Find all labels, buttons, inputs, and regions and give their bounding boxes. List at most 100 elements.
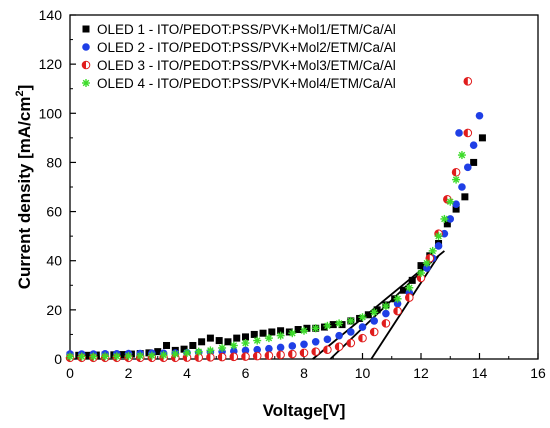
series-oled-4	[66, 151, 466, 361]
legend-marker-oled-3-fill	[82, 61, 86, 69]
y-tick-label: 20	[46, 302, 62, 318]
legend-markers	[81, 25, 91, 87]
data-point-oled-3-fill	[206, 353, 211, 362]
legend-marker-oled-3	[81, 60, 91, 70]
data-point-oled-2	[288, 342, 297, 350]
data-point-oled-4	[124, 352, 133, 361]
data-point-oled-3-fill	[417, 274, 421, 282]
data-point-oled-4	[446, 197, 455, 206]
x-tick-label: 16	[530, 365, 546, 381]
data-point-oled-4-stroke	[370, 309, 378, 316]
axis-ticks: 0 2 4 6 8 10 12 14 16 0 20 40 60 80 100 120 140	[39, 7, 546, 381]
data-point-oled-3	[334, 342, 344, 352]
data-point-oled-3	[229, 352, 239, 362]
data-point-oled-4	[417, 269, 425, 277]
legend-label-oled-3: OLED 3 - ITO/PEDOT:PSS/PVK+Mol3/ETM/Ca/A…	[97, 58, 396, 73]
y-axis-title-main: Current density [mA/cm	[15, 97, 34, 290]
data-point-oled-4-stroke	[277, 332, 284, 339]
x-tick-label: 14	[472, 365, 488, 381]
data-point-oled-3-fill	[300, 349, 304, 357]
data-point-oled-4-stroke	[136, 352, 144, 360]
data-point-oled-2	[382, 309, 390, 318]
data-point-oled-3	[393, 306, 402, 316]
data-point-oled-3-fill	[358, 334, 363, 342]
x-tick-label: 12	[413, 365, 429, 381]
y-tick-label: 140	[39, 7, 63, 23]
data-point-oled-3	[264, 351, 274, 360]
data-point-oled-4-stroke	[113, 353, 121, 360]
data-point-oled-1	[338, 321, 346, 329]
data-point-oled-3-fill	[311, 347, 316, 356]
data-point-oled-4	[323, 321, 332, 330]
data-point-oled-4-stroke	[207, 347, 214, 354]
legend: OLED 1 - ITO/PEDOT:PSS/PVK+Mol1/ETM/Ca/A…	[81, 22, 396, 91]
data-point-oled-4	[136, 351, 145, 360]
data-point-oled-4-stroke	[265, 334, 273, 342]
data-point-oled-3	[463, 128, 473, 138]
data-point-oled-3-fill	[183, 353, 187, 362]
data-point-oled-3	[241, 352, 250, 361]
data-point-oled-3-fill	[335, 342, 340, 351]
data-point-oled-4-stroke	[66, 353, 74, 360]
data-point-oled-2	[434, 242, 443, 250]
data-point-oled-3	[323, 345, 332, 354]
data-point-oled-4-stroke	[101, 353, 109, 360]
data-point-oled-3-fill	[288, 350, 293, 358]
x-tick-label: 8	[300, 365, 308, 381]
data-point-oled-2	[276, 343, 285, 352]
data-point-oled-4-stroke	[183, 349, 191, 357]
data-point-oled-4	[457, 151, 466, 160]
data-point-oled-3	[299, 348, 309, 358]
data-point-oled-1	[470, 158, 478, 166]
data-point-oled-3	[369, 327, 379, 337]
data-point-oled-2	[335, 331, 343, 340]
y-tick-label: 100	[39, 105, 63, 121]
data-point-oled-3	[425, 253, 435, 263]
data-point-oled-1	[215, 337, 223, 345]
data-point-oled-4	[171, 350, 180, 359]
data-point-oled-1	[277, 327, 285, 335]
legend-label-oled-2: OLED 2 - ITO/PEDOT:PSS/PVK+Mol2/ETM/Ca/A…	[97, 40, 396, 55]
data-point-oled-3-fill	[230, 352, 234, 361]
data-point-oled-4	[159, 351, 168, 360]
data-point-oled-1	[285, 328, 293, 336]
data-point-oled-4	[89, 352, 98, 361]
data-point-oled-3	[206, 352, 215, 362]
data-point-oled-4-stroke	[242, 339, 249, 347]
data-point-oled-2	[323, 335, 332, 344]
data-point-oled-4	[264, 334, 273, 343]
data-point-oled-2	[475, 111, 484, 120]
data-point-oled-4	[112, 352, 121, 361]
data-point-oled-4	[311, 324, 320, 333]
series-oled-1	[66, 134, 486, 359]
data-point-oled-3-fill	[276, 351, 281, 359]
data-point-oled-4-stroke	[172, 350, 179, 358]
data-point-oled-4-stroke	[394, 295, 401, 303]
data-point-oled-2	[311, 338, 320, 346]
data-point-oled-1	[461, 193, 469, 201]
data-point-oled-4	[346, 316, 355, 325]
data-point-oled-2	[358, 323, 367, 331]
data-point-oled-1	[320, 323, 328, 331]
data-point-oled-4	[422, 259, 431, 268]
data-point-oled-4	[183, 348, 191, 357]
data-point-oled-4-stroke	[417, 269, 425, 277]
data-point-oled-4-stroke	[125, 352, 132, 360]
data-point-oled-1	[478, 134, 486, 142]
data-point-oled-3-fill	[241, 352, 246, 361]
legend-label-oled-4: OLED 4 - ITO/PEDOT:PSS/PVK+Mol4/ETM/Ca/A…	[97, 76, 396, 91]
data-point-oled-1	[206, 334, 214, 342]
data-point-oled-3-fill	[405, 293, 410, 302]
data-point-oled-4-stroke	[458, 151, 466, 159]
fit-line	[370, 255, 440, 360]
data-point-oled-4	[335, 319, 344, 328]
data-point-oled-1	[180, 345, 188, 353]
data-point-oled-4	[66, 352, 74, 361]
x-tick-label: 0	[66, 365, 74, 381]
data-point-oled-4-stroke	[218, 344, 226, 352]
data-point-oled-4	[206, 346, 215, 355]
y-tick-label: 40	[46, 253, 62, 269]
data-point-oled-4-stroke	[253, 337, 261, 344]
data-point-oled-3	[217, 352, 227, 362]
data-point-oled-4	[276, 331, 285, 340]
